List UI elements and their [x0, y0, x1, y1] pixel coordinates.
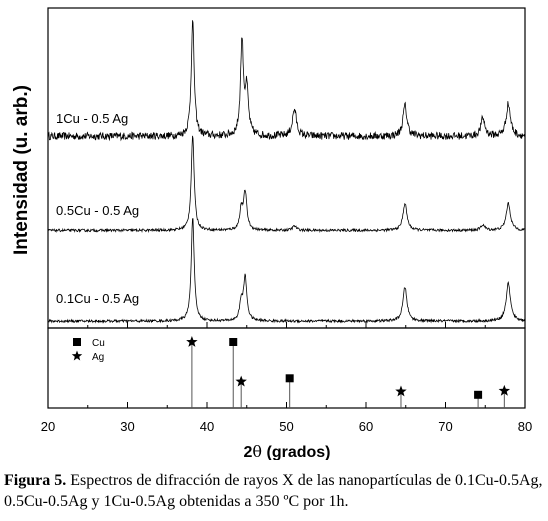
reference-legend: Cu Ag — [71, 338, 105, 363]
xrd-trace-2 — [47, 135, 525, 234]
diffraction-traces — [47, 20, 525, 324]
theta-symbol: θ — [252, 442, 262, 460]
reference-lines — [186, 336, 511, 408]
cu-square-marker — [474, 390, 483, 399]
x-tick-label: 80 — [518, 419, 532, 434]
xrd-figure: 1Cu - 0.5 Ag 0.5Cu - 0.5 Ag 0.1Cu - 0.5 Ag… — [11, 7, 532, 460]
series-label-1: 1Cu - 0.5 Ag — [56, 111, 128, 126]
legend-star-icon — [71, 350, 83, 361]
x-tick-label: 40 — [200, 419, 214, 434]
reference-panel — [47, 327, 526, 409]
ag-star-marker — [186, 336, 198, 347]
figure-caption: Figura 5. Espectros de difracción de ray… — [4, 470, 544, 512]
x-tick-label: 70 — [438, 419, 452, 434]
cu-square-marker — [229, 338, 238, 346]
y-axis-label: Intensidad (u. arb.) — [11, 85, 32, 255]
xrd-trace-3 — [47, 218, 525, 324]
x-tick-label: 20 — [41, 419, 55, 434]
series-label-2: 0.5Cu - 0.5 Ag — [56, 203, 139, 218]
x-axis-label: 2θ (grados) — [244, 442, 331, 460]
caption-text: Espectros de difracción de rayos X de la… — [4, 472, 543, 510]
cu-square-marker — [285, 374, 294, 383]
x-tick-label: 50 — [279, 419, 293, 434]
x-tick-label: 30 — [120, 419, 134, 434]
caption-label: Figura 5. — [4, 472, 67, 489]
series-label-3: 0.1Cu - 0.5 Ag — [56, 291, 139, 306]
diffractogram-panel — [47, 7, 526, 329]
x-tick-label: 60 — [359, 419, 373, 434]
legend-label-ag: Ag — [92, 352, 104, 363]
ag-star-marker — [498, 384, 511, 396]
xrd-trace-1 — [47, 20, 525, 142]
series-labels: 1Cu - 0.5 Ag 0.5Cu - 0.5 Ag 0.1Cu - 0.5 Ag — [56, 111, 139, 306]
legend-label-cu: Cu — [92, 338, 105, 349]
ag-star-marker — [395, 385, 407, 397]
x-axis-ticks: 20 30 40 50 60 70 80 — [41, 322, 532, 434]
ag-star-marker — [235, 375, 247, 387]
legend-square-icon — [73, 338, 81, 346]
